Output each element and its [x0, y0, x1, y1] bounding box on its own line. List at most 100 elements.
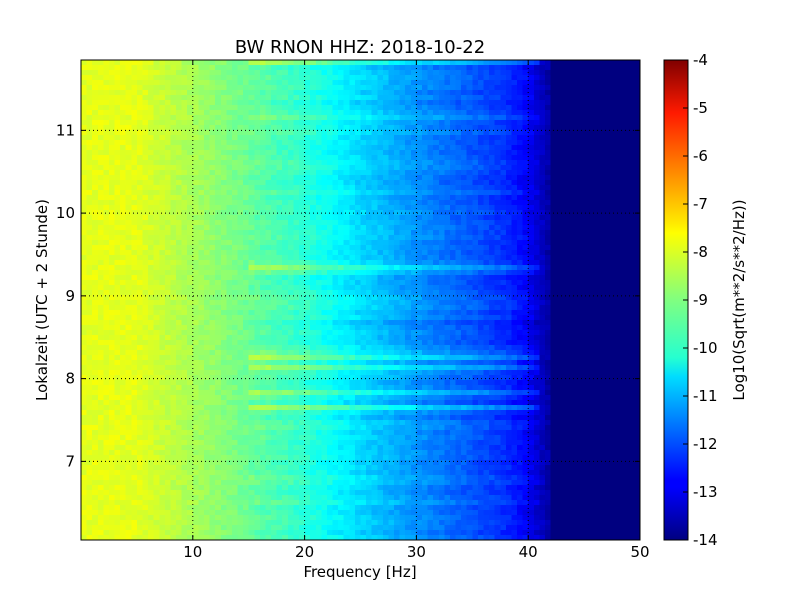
- heatmap-cell: [449, 150, 457, 156]
- heatmap-cell: [338, 220, 345, 226]
- heatmap-cell: [153, 155, 160, 161]
- heatmap-cell: [405, 225, 412, 231]
- heatmap-cell: [159, 285, 166, 291]
- heatmap-cell: [382, 275, 390, 281]
- heatmap-cell: [120, 110, 127, 116]
- heatmap-cell: [612, 130, 619, 136]
- heatmap-cell: [556, 125, 563, 131]
- heatmap-cell: [187, 230, 194, 236]
- heatmap-cell: [366, 300, 373, 306]
- heatmap-cell: [220, 150, 227, 156]
- heatmap-cell: [354, 70, 362, 76]
- heatmap-cell: [388, 260, 395, 266]
- heatmap-cell: [377, 75, 384, 81]
- heatmap-cell: [595, 195, 602, 201]
- heatmap-cell: [550, 145, 557, 151]
- heatmap-cell: [265, 280, 272, 286]
- heatmap-cell: [405, 260, 412, 266]
- heatmap-cell: [628, 165, 636, 171]
- heatmap-cell: [271, 135, 278, 141]
- heatmap-cell: [500, 105, 507, 111]
- heatmap-cell: [293, 190, 300, 196]
- heatmap-cell: [483, 175, 490, 181]
- heatmap-cell: [304, 150, 311, 156]
- heatmap-cell: [433, 205, 440, 211]
- heatmap-cell: [371, 245, 378, 251]
- heatmap-cell: [254, 260, 261, 266]
- heatmap-cell: [293, 235, 300, 241]
- heatmap-cell: [164, 305, 172, 311]
- heatmap-cell: [511, 95, 518, 101]
- heatmap-cell: [276, 300, 283, 306]
- heatmap-cell: [567, 80, 574, 86]
- heatmap-cell: [287, 235, 295, 241]
- heatmap-cell: [259, 170, 267, 176]
- heatmap-cell: [427, 145, 434, 151]
- heatmap-cell: [86, 255, 93, 261]
- heatmap-cell: [394, 295, 401, 301]
- heatmap-cell: [511, 130, 518, 136]
- heatmap-cell: [461, 290, 468, 296]
- heatmap-cell: [533, 135, 540, 141]
- heatmap-cell: [131, 115, 138, 121]
- heatmap-cell: [528, 270, 535, 276]
- heatmap-cell: [187, 220, 194, 226]
- heatmap-cell: [108, 195, 116, 201]
- heatmap-cell: [164, 105, 172, 111]
- heatmap-cell: [338, 175, 345, 181]
- heatmap-cell: [176, 80, 183, 86]
- heatmap-cell: [97, 180, 104, 186]
- heatmap-cell: [449, 100, 457, 106]
- heatmap-cell: [377, 265, 384, 271]
- heatmap-cell: [360, 175, 367, 181]
- heatmap-cell: [131, 90, 138, 96]
- heatmap-cell: [410, 90, 417, 96]
- heatmap-cell: [416, 115, 423, 121]
- heatmap-cell: [142, 205, 149, 211]
- heatmap-cell: [198, 275, 205, 281]
- heatmap-cell: [103, 145, 110, 151]
- heatmap-cell: [293, 90, 300, 96]
- heatmap-cell: [299, 65, 306, 71]
- heatmap-cell: [226, 220, 233, 226]
- heatmap-cell: [544, 225, 552, 231]
- heatmap-cell: [97, 85, 104, 91]
- heatmap-cell: [394, 240, 401, 246]
- heatmap-cell: [589, 75, 596, 81]
- heatmap-cell: [544, 85, 552, 91]
- heatmap-cell: [125, 225, 132, 231]
- heatmap-cell: [539, 175, 546, 181]
- heatmap-cell: [595, 175, 602, 181]
- heatmap-cell: [472, 140, 479, 146]
- heatmap-cell: [366, 135, 373, 141]
- heatmap-cell: [394, 185, 401, 191]
- heatmap-cell: [360, 220, 367, 226]
- heatmap-cell: [243, 80, 250, 86]
- heatmap-cell: [332, 250, 339, 256]
- heatmap-cell: [489, 70, 496, 76]
- heatmap-cell: [399, 275, 406, 281]
- heatmap-cell: [338, 85, 345, 91]
- heatmap-cell: [399, 85, 406, 91]
- heatmap-cell: [556, 230, 563, 236]
- heatmap-cell: [248, 125, 255, 131]
- heatmap-cell: [86, 280, 93, 286]
- heatmap-cell: [444, 185, 451, 191]
- heatmap-cell: [304, 110, 311, 116]
- heatmap-cell: [265, 115, 272, 121]
- heatmap-cell: [170, 290, 177, 296]
- heatmap-cell: [209, 95, 216, 101]
- heatmap-cell: [287, 305, 295, 311]
- heatmap-cell: [354, 160, 362, 166]
- heatmap-cell: [265, 210, 272, 216]
- heatmap-cell: [326, 255, 334, 261]
- heatmap-cell: [254, 145, 261, 151]
- heatmap-cell: [394, 95, 401, 101]
- heatmap-cell: [382, 165, 390, 171]
- heatmap-cell: [209, 195, 216, 201]
- heatmap-cell: [321, 255, 328, 261]
- heatmap-cell: [326, 260, 334, 266]
- heatmap-cell: [220, 180, 227, 186]
- heatmap-cell: [405, 70, 412, 76]
- heatmap-cell: [561, 195, 568, 201]
